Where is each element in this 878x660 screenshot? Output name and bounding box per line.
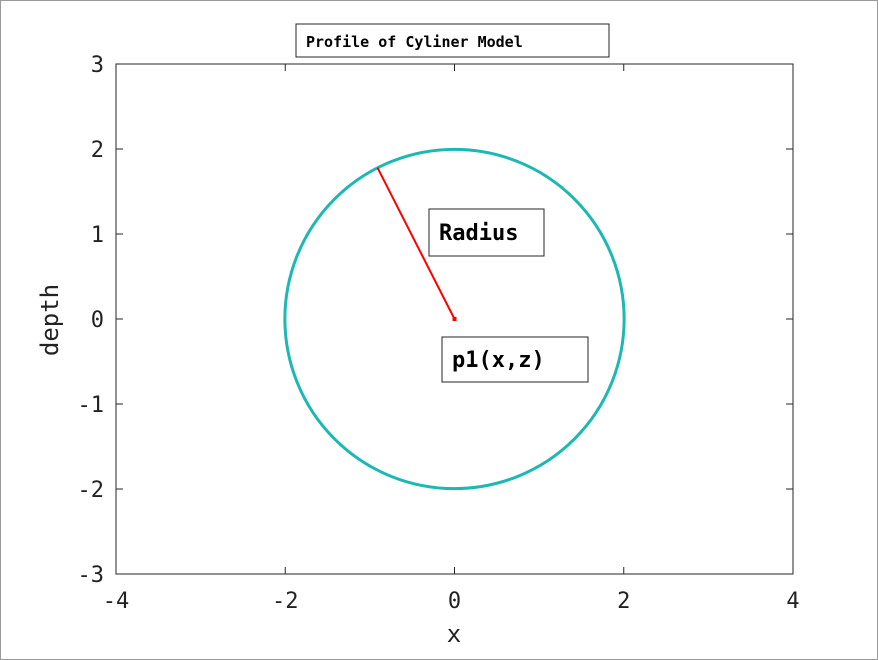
y-tick-label: 3: [91, 53, 104, 78]
radius-line: [376, 167, 456, 320]
y-tick-label: -2: [78, 478, 105, 503]
annotation-point-label: p1(x,z): [452, 348, 545, 373]
axis-ticks: [115, 63, 794, 575]
y-tick-label: 0: [91, 308, 104, 333]
y-axis-label: depth: [36, 284, 64, 356]
chart-title: Profile of Cyliner Model: [306, 33, 523, 51]
x-tick-label: -4: [103, 589, 130, 614]
y-tick-label: -3: [78, 563, 105, 588]
y-tick-label: 2: [91, 138, 104, 163]
x-axis-label: x: [447, 620, 461, 648]
axis-tick-labels: -4 -2 0 2 4 -3 -2 -1 0 1 2 3: [78, 53, 800, 614]
x-tick-label: 4: [786, 589, 799, 614]
annotation-radius: Radius: [428, 208, 545, 257]
title-box: Profile of Cyliner Model: [295, 23, 610, 58]
cylinder-profile-circle: [283, 147, 626, 491]
annotation-radius-label: Radius: [439, 221, 518, 246]
x-tick-label: -2: [272, 589, 299, 614]
center-point-marker: [452, 317, 457, 321]
x-tick-label: 2: [617, 589, 630, 614]
x-tick-label: 0: [448, 589, 461, 614]
y-tick-label: -1: [78, 393, 105, 418]
y-tick-label: 1: [91, 223, 104, 248]
annotation-point: p1(x,z): [441, 336, 589, 383]
